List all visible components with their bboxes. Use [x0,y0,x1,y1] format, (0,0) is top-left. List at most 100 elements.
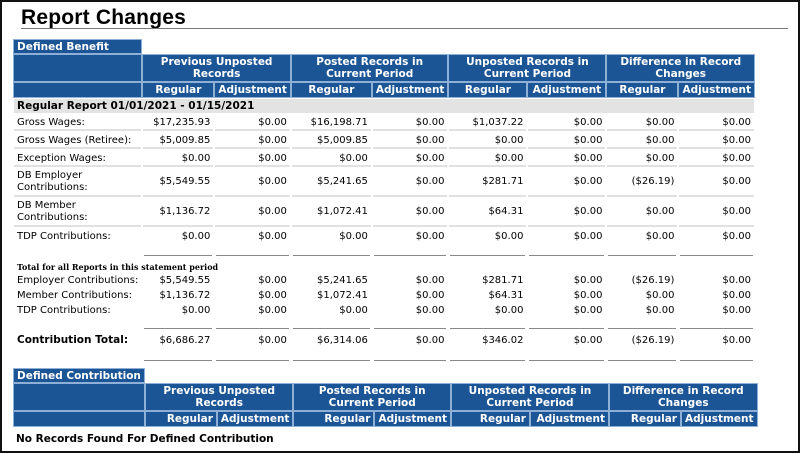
header-regular: Regular [609,412,680,426]
cell: $0.00 [645,231,675,242]
cell: $0.00 [494,305,524,316]
cell: $0.00 [258,305,287,316]
table-row: DB Employer Contributions: $5,549.55 $0.… [14,169,754,197]
cell: $0.00 [528,199,606,227]
empty-state-message: No Records Found For Defined Contributio… [16,433,274,445]
cell: $6,686.27 [159,334,211,346]
header-regular: Regular [143,83,214,97]
underline-row [14,319,754,329]
cell: $0.00 [372,151,448,167]
cell: $1,136.72 [159,290,211,301]
cell: $0.00 [679,115,754,131]
totals-row: Employer Contributions: $5,549.55 $0.00 … [14,274,754,287]
cell: ($26.19) [631,334,675,346]
cell: $0.00 [372,133,448,149]
cell: $0.00 [215,151,290,167]
header-previous-unposted: Previous Unposted Records [143,55,290,81]
header-blank [14,83,142,97]
cell: $0.00 [339,305,368,316]
cell: $0.00 [645,305,675,316]
header-posted-current: Posted Records in Current Period [294,384,450,410]
cell: $0.00 [607,133,678,149]
row-label: TDP Contributions: [17,231,111,242]
underline-row [14,351,754,361]
cell: $281.71 [482,275,524,286]
title-divider [21,28,788,29]
cell: ($26.19) [607,169,678,197]
cell: $64.31 [488,290,524,301]
report-period-band: Regular Report 01/01/2021 - 01/15/2021 [14,99,754,113]
cell: $0.00 [372,115,448,131]
cell: ($26.19) [631,275,675,286]
cell: $0.00 [528,151,606,167]
table-row: Exception Wages: $0.00 $0.00 $0.00 $0.00… [14,151,754,167]
cell: $0.00 [573,305,603,316]
cell: $5,009.85 [143,133,214,149]
cell: $0.00 [339,231,368,242]
header-adjustment: Adjustment [375,412,450,426]
cell: $1,136.72 [143,199,214,227]
cell: $1,072.41 [291,199,371,227]
table-row: TDP Contributions: $0.00 $0.00 $0.00 $0.… [14,229,754,244]
cell: $0.00 [415,305,445,316]
cell: $0.00 [722,231,751,242]
cell: $0.00 [679,199,754,227]
cell: $0.00 [573,275,603,286]
header-unposted-current: Unposted Records in Current Period [451,384,608,410]
cell: $64.31 [449,199,527,227]
row-label: DB Employer Contributions: [14,169,142,197]
row-label: TDP Contributions: [17,305,111,316]
cell: $0.00 [722,305,751,316]
cell: $5,241.65 [291,169,371,197]
cell: $1,072.41 [316,290,368,301]
defined-contribution-table: Defined Contribution Previous Unposted R… [12,367,759,428]
header-regular: Regular [449,83,527,97]
header-adjustment: Adjustment [215,83,290,97]
cell: $0.00 [449,133,527,149]
header-blank [14,412,144,426]
cell: $0.00 [528,133,606,149]
header-regular: Regular [607,83,678,97]
header-adjustment: Adjustment [679,83,754,97]
cell: $0.00 [722,275,751,286]
header-regular: Regular [294,412,374,426]
row-label: Gross Wages (Retiree): [14,133,142,149]
header-regular: Regular [451,412,529,426]
cell: $0.00 [573,290,603,301]
cell: $0.00 [258,275,287,286]
cell: $16,198.71 [291,115,371,131]
header-adjustment: Adjustment [372,83,448,97]
cell: $281.71 [449,169,527,197]
cell: $0.00 [679,169,754,197]
defined-benefit-table: Defined Benefit Previous Unposted Record… [12,38,756,363]
contribution-total-row: Contribution Total: $6,686.27 $0.00 $6,3… [14,331,754,349]
header-difference: Difference in Record Changes [609,384,757,410]
cell: $0.00 [215,115,290,131]
cell: $0.00 [291,151,371,167]
cell: $346.02 [482,334,524,346]
cell: $1,037.22 [449,115,527,131]
totals-row: TDP Contributions: $0.00 $0.00 $0.00 $0.… [14,304,754,317]
header-adjustment: Adjustment [530,412,608,426]
cell: $5,549.55 [143,169,214,197]
cell: $0.00 [528,169,606,197]
header-adjustment: Adjustment [528,83,606,97]
totals-row: Member Contributions: $1,136.72 $0.00 $1… [14,289,754,302]
table-row: Gross Wages (Retiree): $5,009.85 $0.00 $… [14,133,754,149]
cell: $5,009.85 [291,133,371,149]
cell: $0.00 [494,231,524,242]
underline-row [14,246,754,256]
cell: $0.00 [415,275,445,286]
cell: $0.00 [372,199,448,227]
cell: $0.00 [415,290,445,301]
row-label: Contribution Total: [17,334,129,346]
section-label-defined-benefit: Defined Benefit [14,40,142,53]
cell: $0.00 [181,305,211,316]
cell: $0.00 [415,334,445,346]
row-label: Member Contributions: [17,290,132,301]
header-blank [14,55,142,81]
cell: $0.00 [722,290,751,301]
header-previous-unposted: Previous Unposted Records [145,384,293,410]
cell: $17,235.93 [143,115,214,131]
